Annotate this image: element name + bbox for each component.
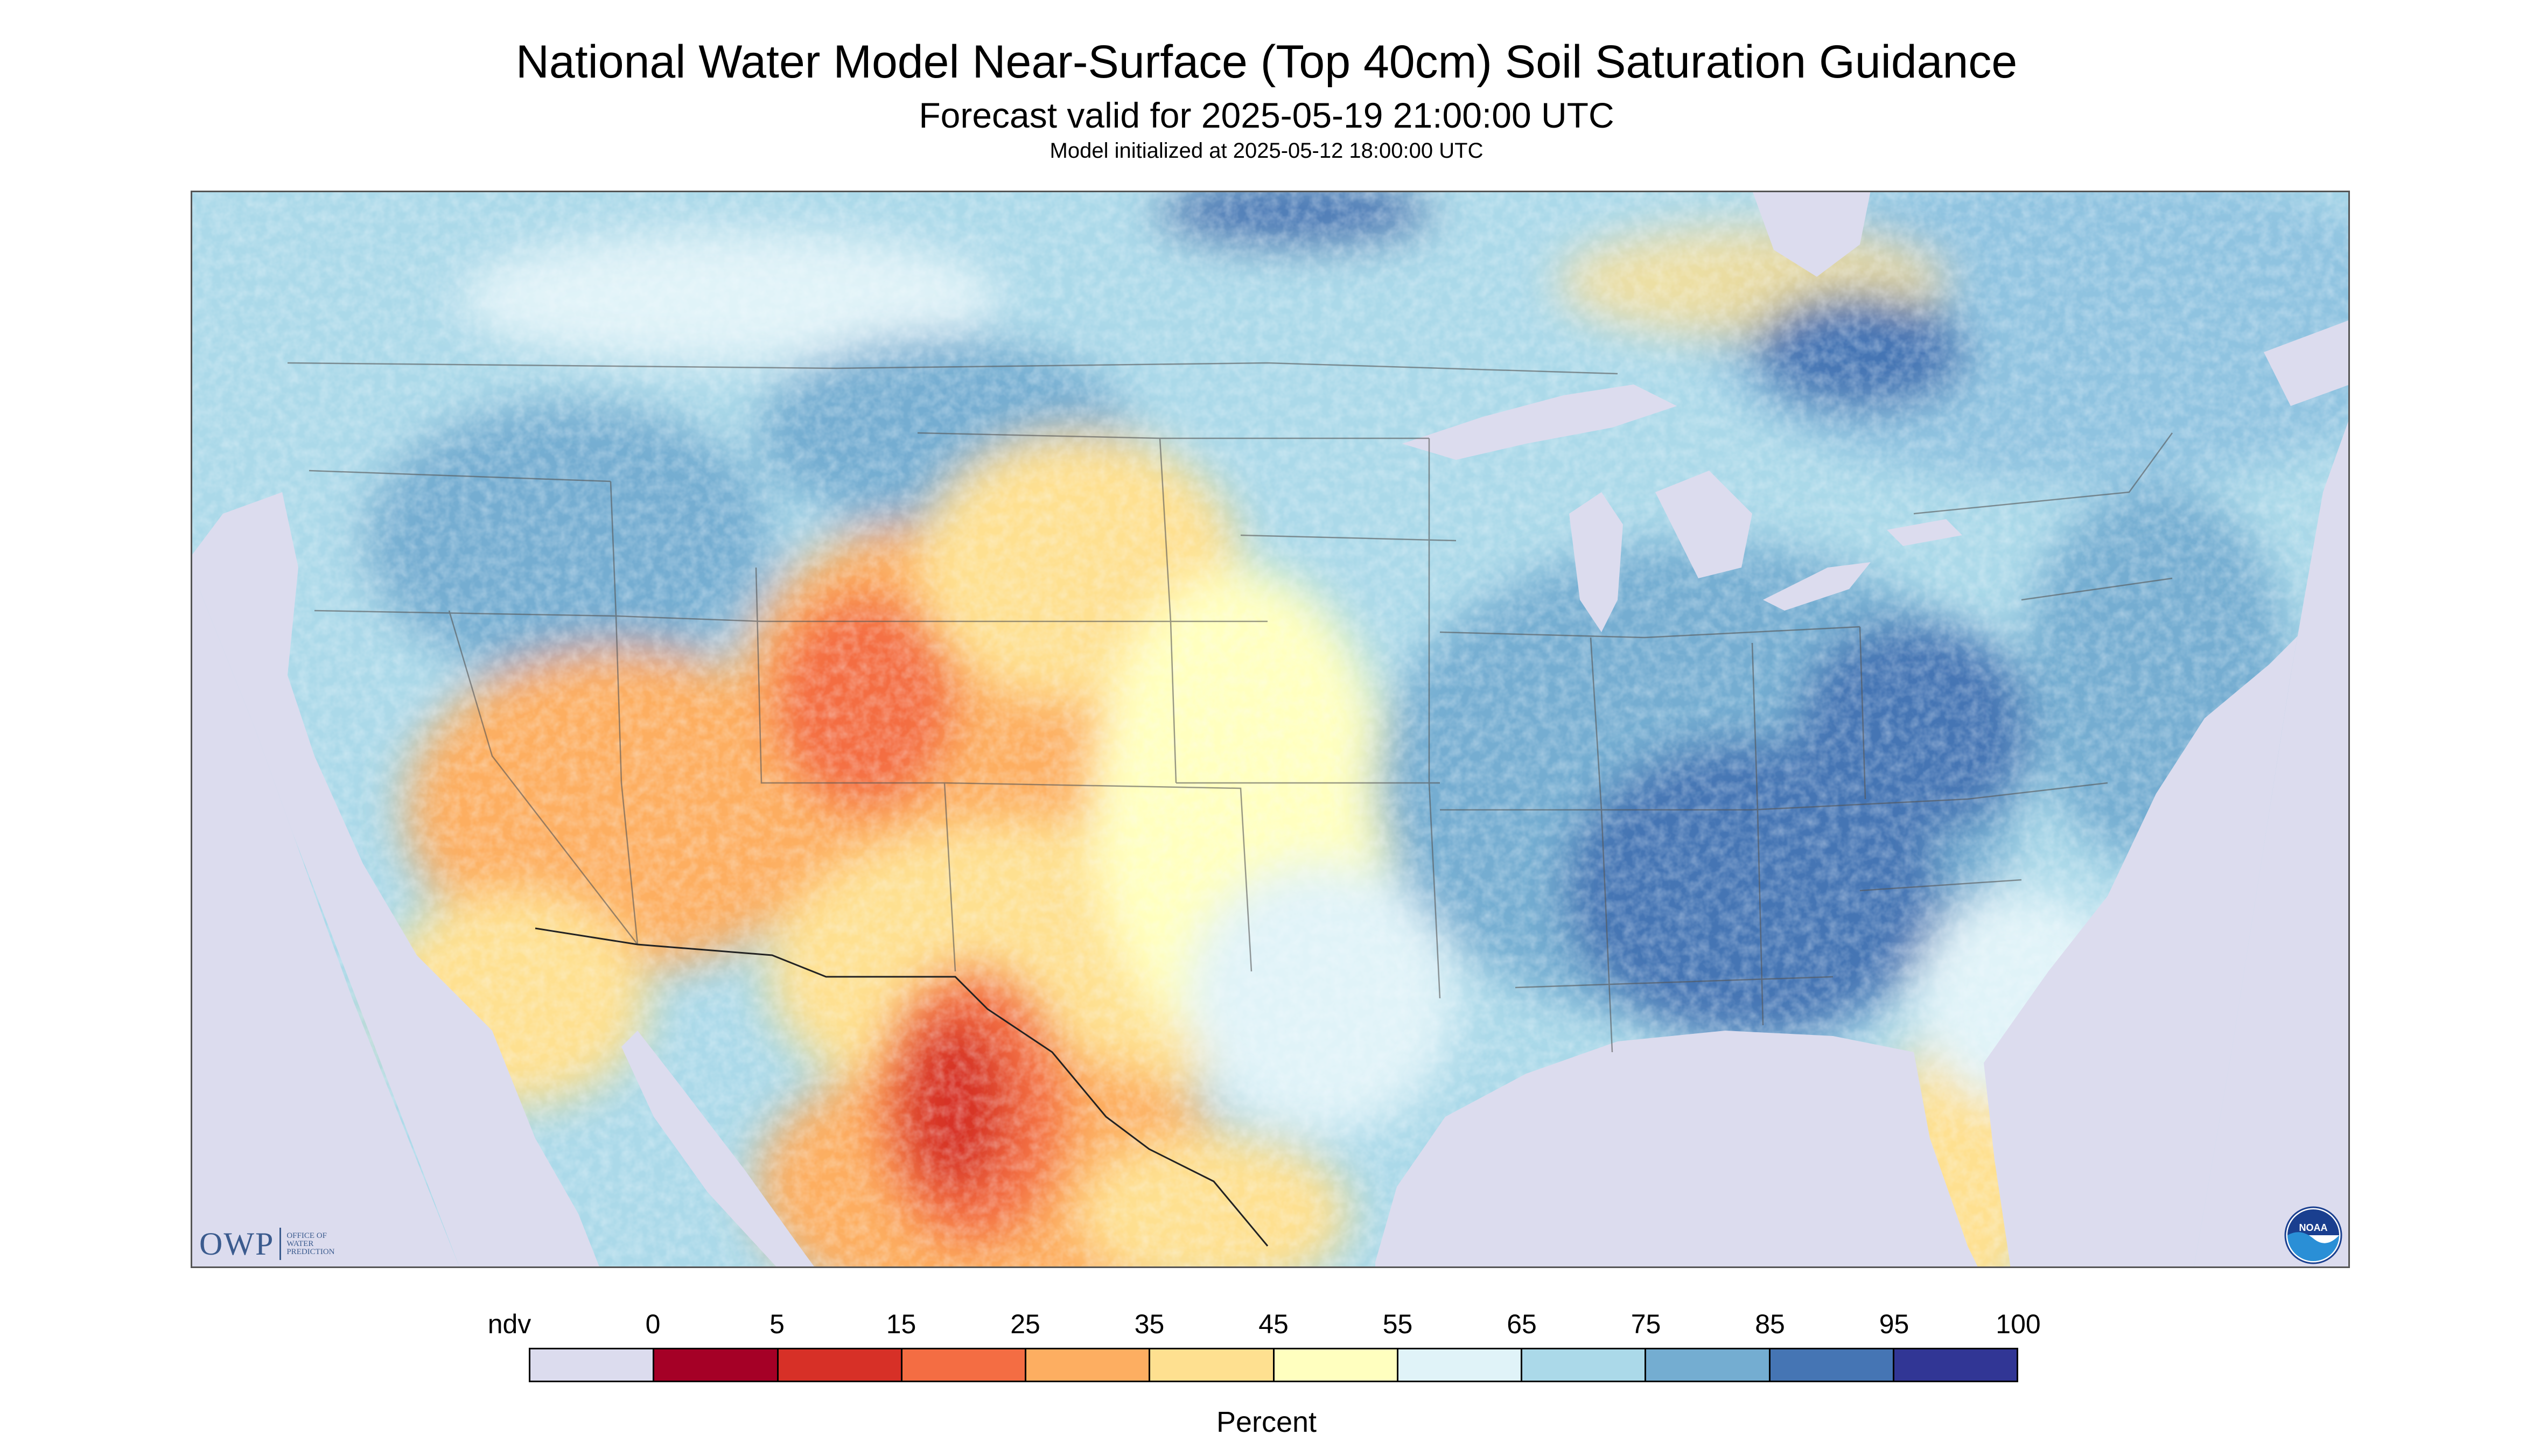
legend-swatch	[778, 1349, 902, 1381]
legend-tick-label: 55	[1382, 1309, 1413, 1339]
legend-tick-label: 85	[1755, 1309, 1785, 1339]
map-canvas	[191, 191, 2350, 1268]
legend-colorbar	[529, 1348, 2018, 1382]
legend-swatch	[1150, 1349, 1275, 1381]
noaa-logo-text: NOAA	[2299, 1222, 2328, 1233]
color-legend: ndv 0 5 15 25 35 45 55 65 75 85 95 100 Percent	[0, 1292, 2533, 1454]
legend-swatch	[1522, 1349, 1647, 1381]
model-init-caption: Model initialized at 2025-05-12 18:00:00…	[1049, 139, 1484, 163]
map-title: National Water Model Near-Surface (Top 4…	[515, 36, 2018, 88]
soil-saturation-map	[191, 191, 2350, 1268]
forecast-valid-subtitle: Forecast valid for 2025-05-19 21:00:00 U…	[919, 95, 1614, 135]
legend-swatch	[1026, 1349, 1151, 1381]
noaa-logo: NOAA	[2284, 1206, 2342, 1264]
legend-swatch	[1398, 1349, 1522, 1381]
legend-swatch	[654, 1349, 779, 1381]
legend-tick-label: 35	[1134, 1309, 1165, 1339]
map-frame	[191, 191, 2350, 1268]
us-mexico-border	[535, 927, 1269, 1247]
legend-tick-label: ndv	[487, 1309, 531, 1339]
legend-tick-label: 45	[1258, 1309, 1289, 1339]
legend-swatch	[1274, 1349, 1398, 1381]
legend-swatch	[1770, 1349, 1894, 1381]
state-boundaries	[287, 362, 2173, 1053]
legend-tick-label: 75	[1631, 1309, 1661, 1339]
noaa-emblem-icon: NOAA	[2284, 1206, 2342, 1264]
legend-swatch	[1894, 1349, 2017, 1381]
legend-tick-label: 100	[1996, 1309, 2041, 1339]
owp-logo: OWP OFFICE OF WATER PREDICTION	[199, 1222, 362, 1265]
legend-tick-label: 15	[886, 1309, 916, 1339]
legend-swatch	[530, 1349, 655, 1381]
data-field	[191, 191, 2350, 1268]
legend-tick-label: 65	[1507, 1309, 1537, 1339]
legend-tick-label: 25	[1010, 1309, 1040, 1339]
legend-swatch	[1646, 1349, 1771, 1381]
legend-units-label: Percent	[1216, 1406, 1317, 1438]
owp-logo-divider	[279, 1228, 282, 1260]
legend-tick-label: 5	[769, 1309, 785, 1339]
legend-tick-label: 95	[1879, 1309, 1909, 1339]
legend-tick-label: 0	[645, 1309, 661, 1339]
owp-logo-subtext: OFFICE OF WATER PREDICTION	[286, 1231, 335, 1256]
legend-swatch	[902, 1349, 1026, 1381]
owp-logo-text: OWP	[199, 1226, 275, 1262]
